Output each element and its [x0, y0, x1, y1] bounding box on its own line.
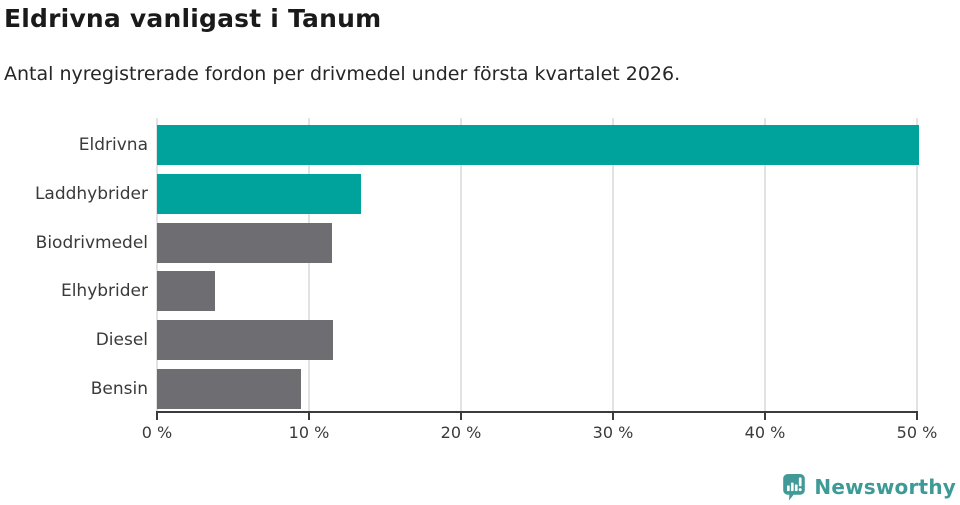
category-label-bensin: Bensin [90, 379, 148, 399]
bar-elhybrider [157, 271, 215, 312]
x-axis-tick-label-50: 50 % [896, 423, 938, 442]
bar-laddhybrider [157, 173, 361, 214]
category-label-elhybrider: Elhybrider [60, 281, 148, 302]
x-axis-tick-0 [156, 413, 158, 420]
category-label-biodrivmedel: Biodrivmedel [35, 232, 148, 253]
bar-chart-plot-area: Eldrivna Laddhybrider Biodrivmedel Elhybrid… [35, 118, 937, 442]
x-axis-tick-40 [764, 413, 766, 420]
bar-diesel [157, 320, 334, 361]
gridline-20 [460, 118, 462, 411]
gridline-10 [308, 118, 310, 411]
gridline-30 [612, 118, 614, 411]
x-axis-tick-30 [612, 413, 614, 420]
bar-bensin [157, 369, 302, 409]
gridline-50 [916, 118, 918, 411]
brand-name: Newsworthy [814, 475, 956, 499]
x-axis-tick-label-20: 20 % [440, 423, 482, 442]
x-axis-tick-label-0: 0 % [141, 423, 173, 442]
gridline-0 [156, 118, 158, 411]
x-axis-line [156, 411, 918, 413]
bar-eldrivna [157, 125, 919, 165]
x-axis-tick-20 [460, 413, 462, 420]
category-label-eldrivna: Eldrivna [78, 135, 148, 155]
newsworthy-logo-icon [783, 473, 806, 501]
x-axis-tick-label-30: 30 % [592, 423, 634, 442]
bar-biodrivmedel [157, 222, 332, 263]
brand-footer: Newsworthy [783, 473, 956, 501]
category-label-laddhybrider: Laddhybrider [34, 183, 148, 204]
chart-subtitle: Antal nyregistrerade fordon per drivmede… [4, 63, 681, 85]
x-axis-tick-label-10: 10 % [288, 423, 330, 442]
x-axis-tick-label-40: 40 % [744, 423, 786, 442]
x-axis-tick-50 [916, 413, 918, 420]
chart-title: Eldrivna vanligast i Tanum [4, 4, 382, 33]
x-axis-tick-10 [308, 413, 310, 420]
gridline-40 [764, 118, 766, 411]
category-label-diesel: Diesel [95, 330, 148, 351]
